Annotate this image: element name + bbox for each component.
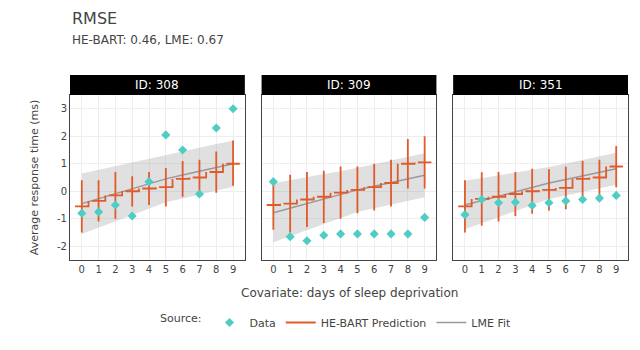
svg-text:ID: 351: ID: 351 [519, 78, 563, 92]
svg-text:0: 0 [462, 264, 468, 275]
svg-text:Average response time (ms): Average response time (ms) [28, 100, 41, 256]
svg-text:8: 8 [405, 264, 411, 275]
svg-text:2: 2 [304, 264, 310, 275]
svg-text:5: 5 [546, 264, 552, 275]
svg-text:5: 5 [354, 264, 360, 275]
svg-text:HE-BART: 0.46, LME: 0.67: HE-BART: 0.46, LME: 0.67 [72, 33, 224, 47]
svg-text:8: 8 [596, 264, 602, 275]
svg-text:-2: -2 [57, 241, 67, 252]
svg-text:1: 1 [61, 158, 67, 169]
svg-text:4: 4 [529, 264, 535, 275]
svg-text:4: 4 [146, 264, 152, 275]
svg-text:ID: 309: ID: 309 [327, 78, 371, 92]
svg-text:3: 3 [512, 264, 518, 275]
svg-text:4: 4 [337, 264, 343, 275]
svg-text:3: 3 [129, 264, 135, 275]
svg-text:7: 7 [579, 264, 585, 275]
svg-text:Covariate: days of sleep depri: Covariate: days of sleep deprivation [241, 286, 458, 300]
svg-text:3: 3 [61, 103, 67, 114]
svg-text:7: 7 [388, 264, 394, 275]
svg-text:2: 2 [495, 264, 501, 275]
svg-text:6: 6 [563, 264, 569, 275]
svg-text:-1: -1 [57, 213, 67, 224]
svg-text:6: 6 [179, 264, 185, 275]
svg-text:5: 5 [163, 264, 169, 275]
svg-text:0: 0 [79, 264, 85, 275]
svg-text:Data: Data [250, 317, 276, 330]
svg-text:RMSE: RMSE [72, 9, 117, 28]
svg-text:1: 1 [95, 264, 101, 275]
svg-text:0: 0 [61, 186, 67, 197]
svg-text:LME Fit: LME Fit [471, 317, 511, 330]
svg-text:7: 7 [196, 264, 202, 275]
svg-text:2: 2 [61, 131, 67, 142]
svg-text:2: 2 [112, 264, 118, 275]
svg-text:1: 1 [479, 264, 485, 275]
svg-text:9: 9 [613, 264, 619, 275]
svg-text:HE-BART Prediction: HE-BART Prediction [321, 317, 427, 330]
svg-text:8: 8 [213, 264, 219, 275]
svg-text:9: 9 [421, 264, 427, 275]
svg-text:ID: 308: ID: 308 [135, 78, 179, 92]
svg-text:1: 1 [287, 264, 293, 275]
svg-text:6: 6 [371, 264, 377, 275]
svg-text:Source:: Source: [160, 312, 202, 325]
svg-text:3: 3 [321, 264, 327, 275]
svg-text:9: 9 [230, 264, 236, 275]
svg-text:0: 0 [270, 264, 276, 275]
